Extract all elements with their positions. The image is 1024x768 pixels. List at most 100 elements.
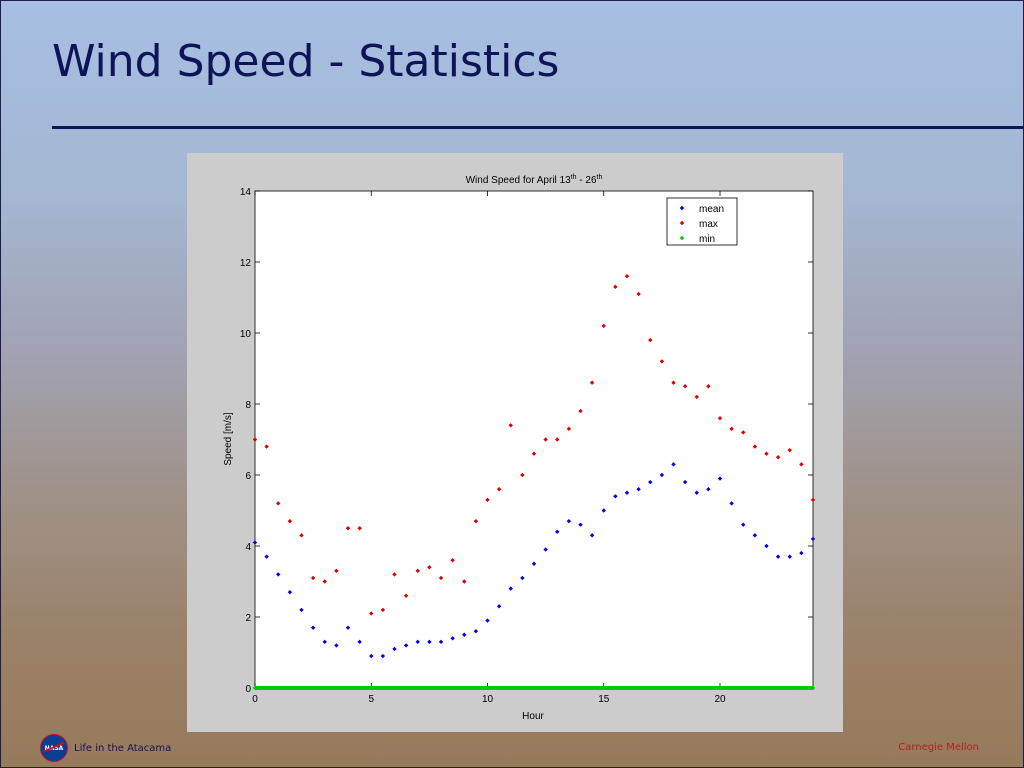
x-tick-label: 15 xyxy=(598,694,610,705)
data-point-max xyxy=(287,518,293,524)
data-point-min xyxy=(555,685,560,691)
data-point-mean xyxy=(717,476,723,481)
data-point-mean xyxy=(636,487,641,492)
data-point-max xyxy=(717,416,723,421)
y-tick-label: 4 xyxy=(245,542,251,553)
data-point-max xyxy=(682,384,688,389)
chart-panel: Wind Speed for April 13th - 26th Hour Sp… xyxy=(187,153,843,732)
data-point-min xyxy=(462,685,467,691)
data-point-min xyxy=(496,685,502,691)
data-point-min xyxy=(287,685,293,691)
data-point-max xyxy=(613,284,618,290)
data-point-mean xyxy=(415,639,420,645)
data-point-mean xyxy=(659,472,665,478)
y-axis-label: Speed [m/s] xyxy=(223,412,234,466)
data-point-max xyxy=(636,291,641,297)
data-point-mean xyxy=(299,607,304,613)
data-point-min xyxy=(473,685,479,691)
data-point-mean xyxy=(357,639,362,645)
data-point-max xyxy=(415,568,420,574)
data-point-max xyxy=(520,472,525,478)
data-point-max xyxy=(659,359,665,364)
data-point-max xyxy=(369,611,374,616)
data-point-min xyxy=(601,685,606,691)
data-point-min xyxy=(648,685,653,691)
data-point-mean xyxy=(531,561,537,566)
data-point-max xyxy=(310,575,316,581)
data-point-min xyxy=(706,685,711,691)
plot-area xyxy=(254,190,814,689)
data-point-mean xyxy=(322,639,327,645)
data-point-max xyxy=(322,579,327,584)
title-divider xyxy=(52,126,1024,129)
data-point-mean xyxy=(427,639,432,645)
data-point-min xyxy=(671,685,676,691)
data-point-max xyxy=(671,380,676,385)
data-point-mean xyxy=(310,625,316,630)
data-point-max xyxy=(508,423,513,428)
data-point-min xyxy=(624,685,630,691)
legend-box xyxy=(666,197,738,246)
data-point-max xyxy=(462,579,467,584)
data-point-min xyxy=(299,685,304,691)
series-min xyxy=(252,685,816,691)
data-point-max xyxy=(485,497,490,503)
data-point-max xyxy=(252,437,258,442)
data-point-min xyxy=(310,685,316,691)
data-point-mean xyxy=(729,501,734,506)
data-point-mean xyxy=(264,554,269,559)
data-point-mean xyxy=(648,479,653,485)
data-point-max xyxy=(543,437,548,442)
data-point-mean xyxy=(694,490,699,495)
data-point-min xyxy=(334,685,339,691)
data-point-max xyxy=(694,394,699,400)
y-tick-label: 14 xyxy=(240,187,252,198)
data-point-max xyxy=(403,593,409,598)
wind-speed-chart: Wind Speed for April 13th - 26th Hour Sp… xyxy=(223,174,816,722)
data-point-max xyxy=(473,518,479,524)
data-point-mean xyxy=(369,653,374,659)
data-point-min xyxy=(613,685,618,691)
data-point-min xyxy=(485,685,490,691)
data-point-min xyxy=(345,685,351,691)
data-point-mean xyxy=(589,533,595,538)
data-point-min xyxy=(775,685,781,691)
data-point-mean xyxy=(380,653,386,659)
data-point-min xyxy=(636,685,641,691)
data-point-mean xyxy=(775,554,781,559)
data-point-mean xyxy=(543,547,548,552)
data-point-min xyxy=(799,685,804,691)
y-tick-label: 0 xyxy=(245,684,251,695)
data-point-min xyxy=(729,685,734,691)
data-point-min xyxy=(752,685,758,691)
data-point-mean xyxy=(520,575,525,581)
legend-marker-max xyxy=(679,220,685,226)
data-point-mean xyxy=(334,643,339,648)
data-point-max xyxy=(427,565,432,570)
data-point-min xyxy=(380,685,386,691)
legend-label-mean: mean xyxy=(699,204,724,215)
x-tick-label: 5 xyxy=(368,694,374,705)
y-tick-label: 8 xyxy=(245,400,251,411)
data-point-max xyxy=(787,447,792,453)
data-point-max xyxy=(729,426,734,432)
data-point-mean xyxy=(438,639,444,645)
data-point-min xyxy=(566,685,572,691)
data-point-mean xyxy=(496,604,502,609)
data-point-max xyxy=(380,607,386,613)
data-point-mean xyxy=(613,494,618,499)
data-point-max xyxy=(601,323,606,329)
x-tick-label: 10 xyxy=(482,694,494,705)
data-point-mean xyxy=(578,522,583,527)
footer-right-text: Carnegie Mellon xyxy=(898,742,979,753)
data-point-max xyxy=(764,451,769,456)
axis-ticks: 0 5 10 15 20 0 2 4 6 8 10 12 14 xyxy=(240,187,813,705)
data-point-max xyxy=(334,568,339,574)
data-point-min xyxy=(415,685,420,691)
data-point-min xyxy=(531,685,537,691)
legend-label-min: min xyxy=(699,234,715,245)
nasa-logo-icon: NASA xyxy=(40,734,68,762)
legend-label-max: max xyxy=(699,219,718,230)
data-point-max xyxy=(276,501,281,506)
data-point-mean xyxy=(601,508,606,513)
